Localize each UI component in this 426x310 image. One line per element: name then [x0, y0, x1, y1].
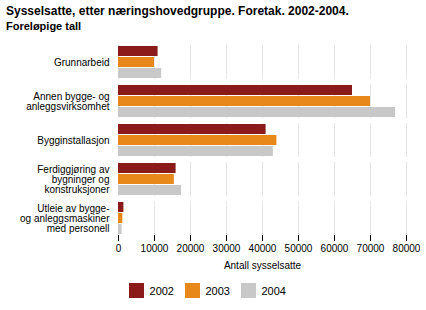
- svg-text:10000: 10000: [141, 243, 169, 254]
- svg-text:60000: 60000: [321, 243, 349, 254]
- svg-text:20000: 20000: [177, 243, 205, 254]
- html-text:2004: 2004: [261, 284, 286, 297]
- svg-text:0: 0: [116, 243, 122, 254]
- svg-text:Ferdiggjøring avbygninger ogko: Ferdiggjøring avbygninger ogkonstruksjon…: [37, 164, 110, 195]
- svg-text:70000: 70000: [357, 243, 385, 254]
- svg-text:Utleie av bygge-og anleggsmask: Utleie av bygge-og anleggsmaskinermed pe…: [20, 203, 110, 234]
- svg-text:80000: 80000: [393, 243, 420, 254]
- html-text:2003: 2003: [205, 284, 230, 297]
- svg-text:Annen bygge- oganleggsvirksomh: Annen bygge- oganleggsvirksomhet: [26, 91, 110, 112]
- svg-text:30000: 30000: [213, 243, 241, 254]
- svg-text:Bygginstallasjon: Bygginstallasjon: [37, 135, 109, 146]
- svg-text:40000: 40000: [249, 243, 277, 254]
- html-text:2002: 2002: [149, 284, 174, 297]
- html-text:Sysselsatte, etter næringshove: Sysselsatte, etter næringshovedgruppe. F…: [6, 4, 349, 18]
- svg-text:Grunnarbeid: Grunnarbeid: [54, 57, 110, 68]
- svg-text:Antall sysselsatte: Antall sysselsatte: [224, 260, 302, 271]
- svg-text:50000: 50000: [285, 243, 313, 254]
- html-text:Foreløpige tall: Foreløpige tall: [6, 20, 82, 32]
